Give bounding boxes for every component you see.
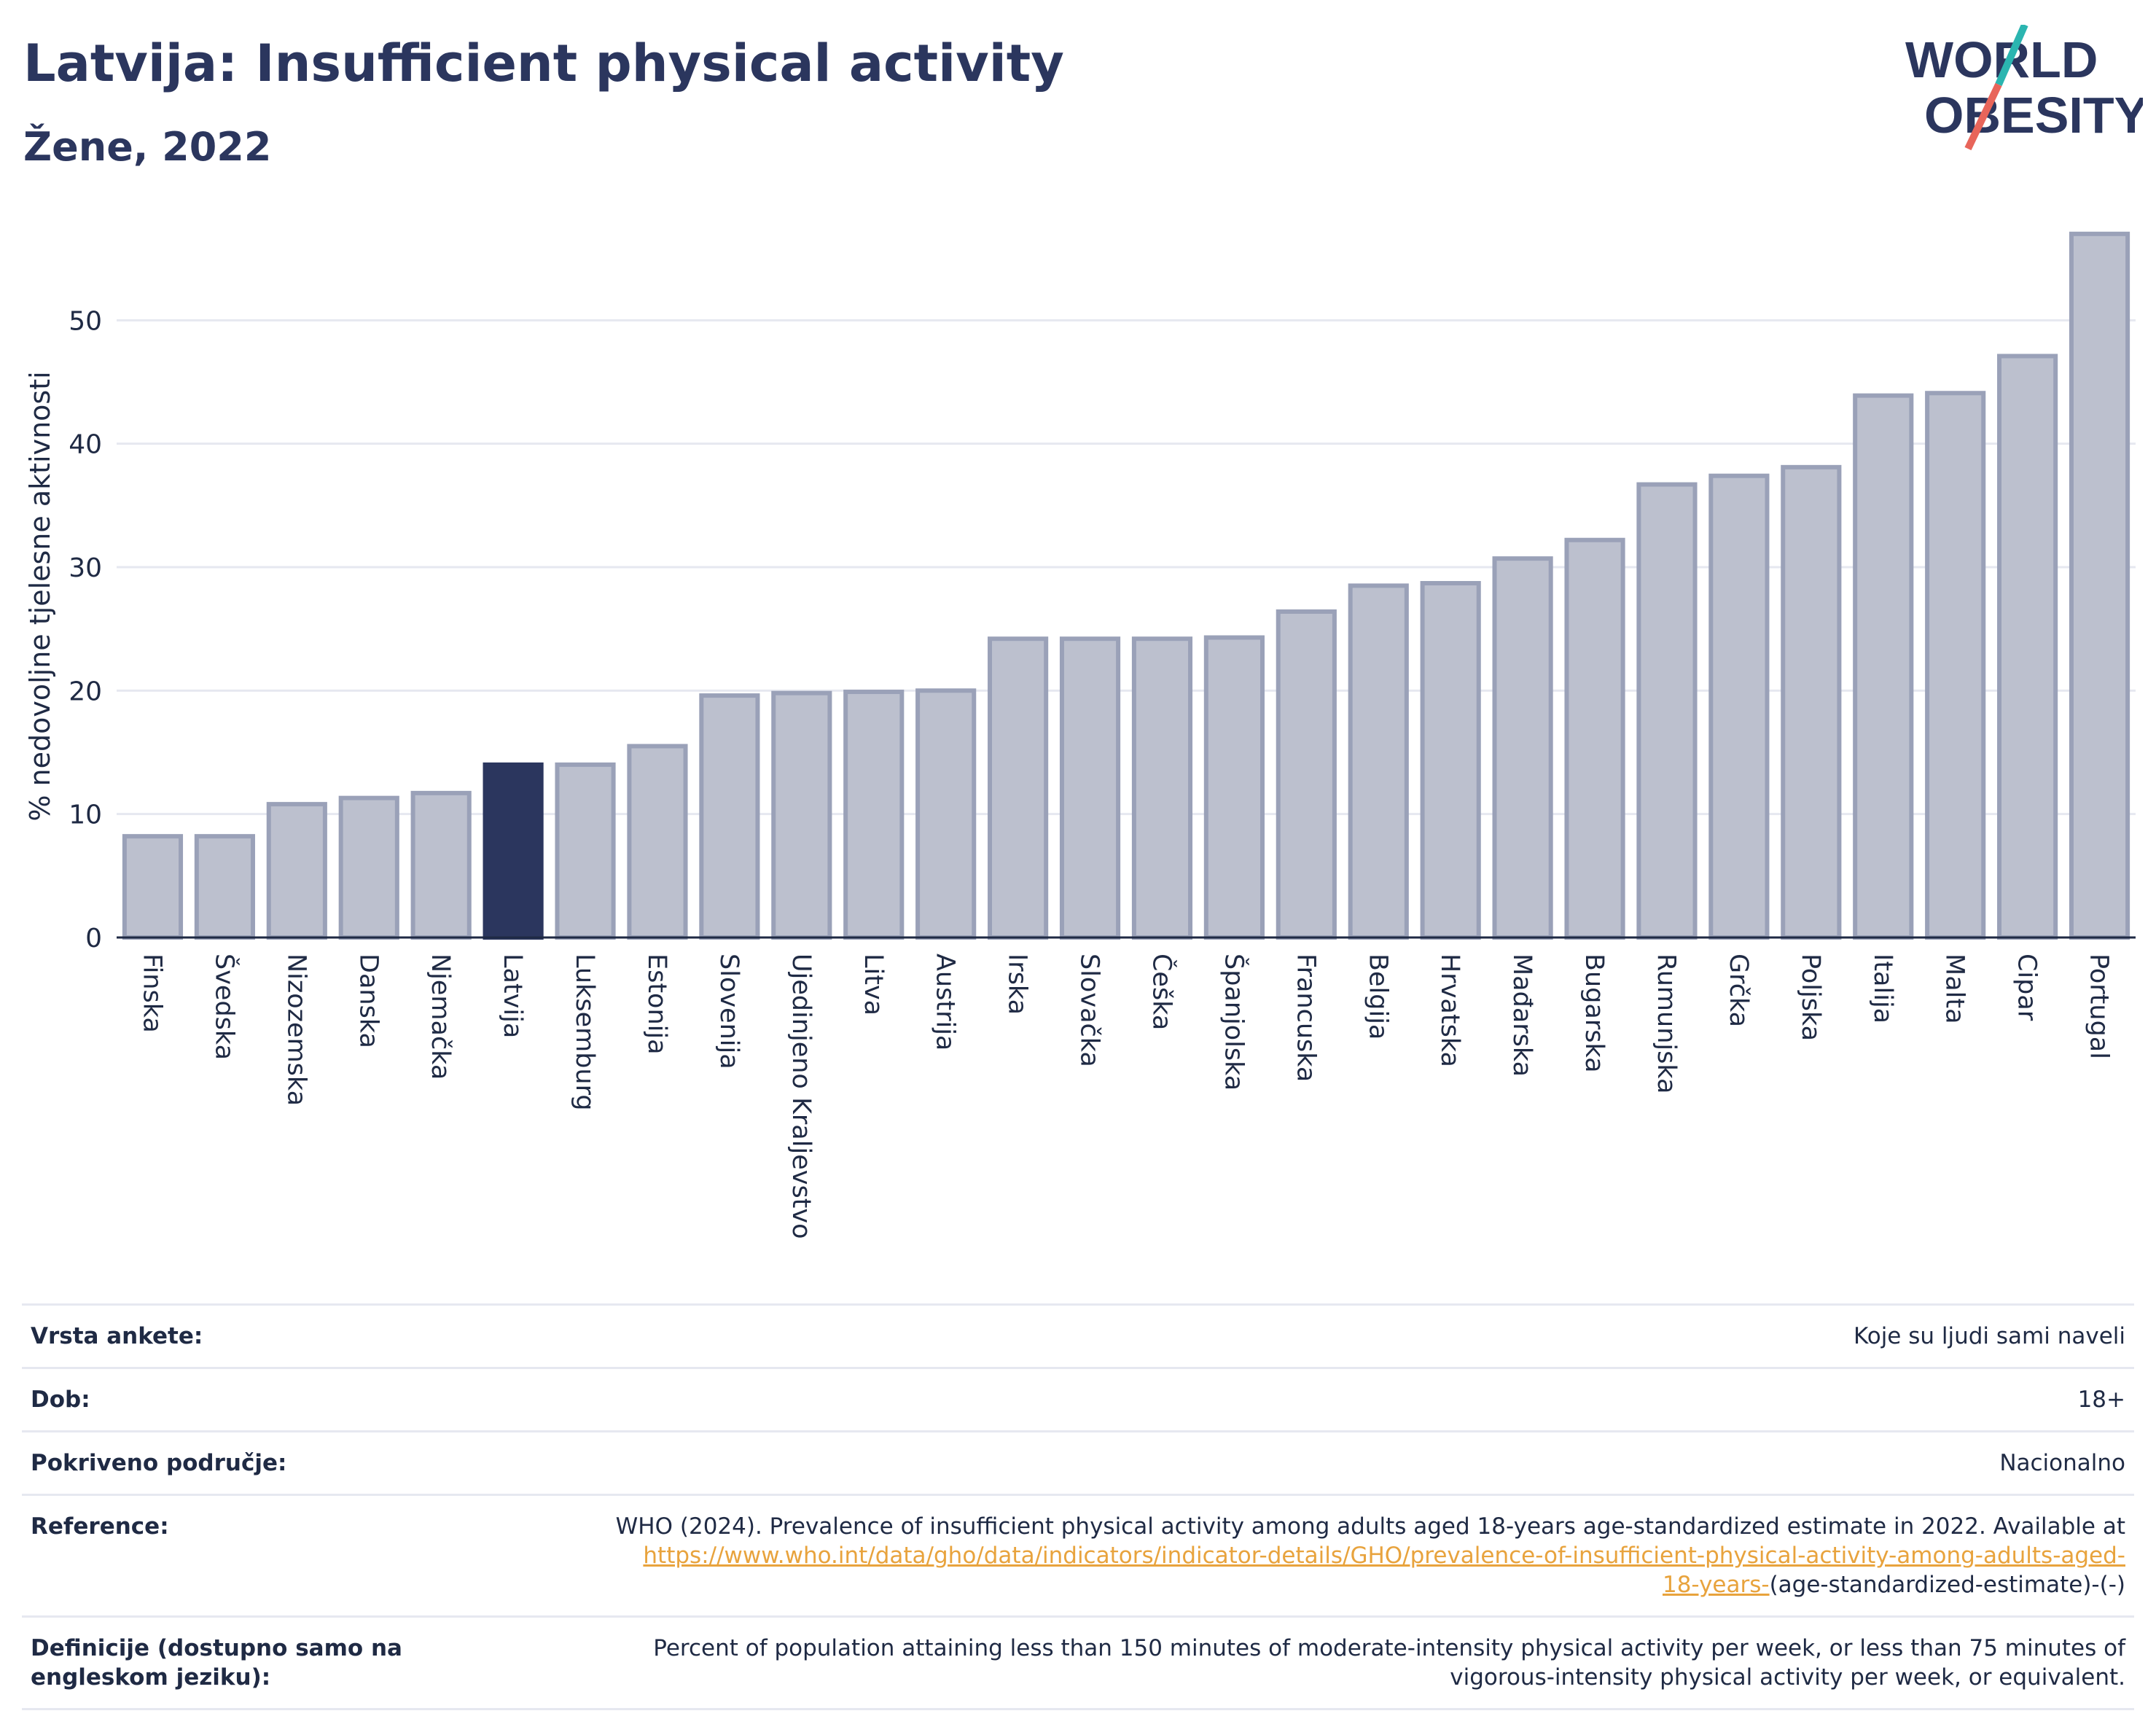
meta-definition-label: Definicije (dostupno samo na engleskom j… — [22, 1615, 550, 1710]
x-tick-label: Belgija — [1363, 954, 1392, 1040]
bar-italija — [1853, 393, 1914, 940]
bar-danska — [338, 795, 399, 940]
bar-mađarska — [1492, 556, 1553, 940]
bar-ujedinjeno-kraljevstvo — [771, 690, 832, 940]
y-tick-label: 30 — [69, 553, 102, 583]
x-tick-label: Latvija — [498, 954, 527, 1038]
x-tick-label: Njemačka — [426, 954, 455, 1080]
bar-belgija — [1348, 583, 1409, 940]
meta-survey-label: Vrsta ankete: — [22, 1303, 550, 1368]
reference-link-continued[interactable]: 18-years- — [1662, 1572, 1770, 1598]
bar-litva — [843, 690, 905, 940]
chart-title: Latvija: Insufficient physical activity — [23, 34, 1064, 93]
bar-francuska — [1276, 609, 1337, 940]
meta-age-label: Dob: — [22, 1367, 550, 1432]
bar-luksemburg — [555, 762, 616, 940]
x-tick-label: Estonija — [642, 954, 671, 1055]
bar-finska — [122, 834, 184, 940]
bar-portugal — [2069, 231, 2130, 940]
bar-grčka — [1708, 473, 1770, 940]
bar-chart: 0 10 20 30 40 50 Finska Švedska Nizozemska Dansk… — [24, 231, 2136, 1239]
meta-reference-value: WHO (2024). Prevalence of insufficient p… — [550, 1494, 2134, 1617]
meta-reference-label: Reference: — [22, 1494, 550, 1617]
x-tick-label: Danska — [354, 954, 383, 1048]
meta-row-reference: Reference: WHO (2024). Prevalence of ins… — [22, 1494, 2134, 1617]
x-tick-label: Slovenija — [714, 954, 743, 1069]
x-tick-label: Mađarska — [1507, 954, 1536, 1077]
y-axis-label: % nedovoljne tjelesne aktivnosti — [24, 371, 56, 821]
bar-češka — [1131, 636, 1193, 940]
bar-slovenija — [699, 693, 760, 940]
x-tick-label: Irska — [1003, 954, 1032, 1015]
metadata-table: Vrsta ankete: Koje su ljudi sami naveli … — [22, 1303, 2134, 1710]
bars — [122, 231, 2130, 940]
bar-estonija — [627, 744, 688, 940]
x-tick-label: Grčka — [1724, 954, 1753, 1027]
bar-malta — [1925, 391, 1986, 940]
x-tick-label: Luksemburg — [570, 954, 599, 1111]
x-tick-label: Hrvatska — [1435, 954, 1464, 1067]
x-tick-label: Ujedinjeno Kraljevstvo — [786, 954, 816, 1239]
meta-definition-value: Percent of population attaining less tha… — [550, 1615, 2134, 1710]
y-tick-label: 50 — [69, 306, 102, 336]
x-tick-label: Slovačka — [1075, 954, 1104, 1067]
bar-bugarska — [1564, 537, 1625, 940]
bar-nizozemska — [266, 802, 327, 940]
reference-text: WHO (2024). Prevalence of insufficient p… — [615, 1513, 2125, 1540]
x-tick-label: Austrija — [931, 954, 960, 1050]
meta-survey-value: Koje su ljudi sami naveli — [550, 1303, 2134, 1368]
bar-cipar — [1997, 354, 2058, 940]
bar-irska — [988, 636, 1049, 940]
bar-latvija — [483, 762, 544, 940]
bar-švedska — [194, 834, 255, 940]
y-tick-label: 10 — [69, 800, 102, 830]
meta-coverage-value: Nacionalno — [550, 1430, 2134, 1495]
meta-age-value: 18+ — [550, 1367, 2134, 1432]
meta-row-definition: Definicije (dostupno samo na engleskom j… — [22, 1615, 2134, 1710]
x-tick-label: Poljska — [1796, 954, 1825, 1041]
x-tick-label: Finska — [137, 954, 166, 1033]
x-tick-label: Španjolska — [1219, 954, 1249, 1091]
reference-tail: (age-standardized-estimate)-(-) — [1769, 1572, 2125, 1598]
x-tick-labels: Finska Švedska Nizozemska Danska Njemačka Lat… — [137, 954, 2113, 1239]
x-tick-label: Nizozemska — [281, 954, 310, 1106]
y-tick-label: 40 — [69, 430, 102, 460]
bar-poljska — [1781, 464, 1842, 940]
world-obesity-logo: WORLD OBESITY — [1905, 25, 2143, 151]
x-tick-label: Portugal — [2085, 954, 2114, 1059]
bar-njemačka — [410, 790, 472, 940]
meta-row-age: Dob: 18+ — [22, 1367, 2134, 1432]
bar-hrvatska — [1420, 581, 1481, 940]
x-tick-label: Cipar — [2012, 954, 2042, 1021]
logo-line2: OBESITY — [1924, 87, 2143, 144]
x-tick-label: Litva — [859, 954, 888, 1015]
logo-slash-teal — [1995, 25, 2028, 87]
meta-coverage-label: Pokriveno područje: — [22, 1430, 550, 1495]
bar-austrija — [915, 688, 977, 940]
x-tick-label: Bugarska — [1579, 954, 1609, 1073]
reference-link[interactable]: https://www.who.int/data/gho/data/indica… — [643, 1543, 2125, 1569]
y-tick-label: 20 — [69, 677, 102, 706]
x-tick-label: Italija — [1868, 954, 1897, 1024]
bar-rumunjska — [1636, 482, 1698, 940]
x-tick-label: Švedska — [209, 954, 240, 1060]
x-tick-label: Češka — [1147, 954, 1177, 1030]
x-tick-label: Malta — [1940, 954, 1969, 1024]
meta-row-survey: Vrsta ankete: Koje su ljudi sami naveli — [22, 1303, 2134, 1368]
x-tick-label: Rumunjska — [1652, 954, 1681, 1093]
chart-subtitle: Žene, 2022 — [23, 124, 272, 170]
bar-slovačka — [1059, 636, 1121, 940]
logo-slash-coral — [1964, 82, 2002, 151]
y-tick-label: 0 — [85, 924, 102, 954]
x-tick-label: Francuska — [1291, 954, 1320, 1082]
y-tick-labels: 0 10 20 30 40 50 — [69, 306, 102, 954]
bar-španjolska — [1203, 635, 1265, 940]
meta-row-coverage: Pokriveno područje: Nacionalno — [22, 1430, 2134, 1495]
